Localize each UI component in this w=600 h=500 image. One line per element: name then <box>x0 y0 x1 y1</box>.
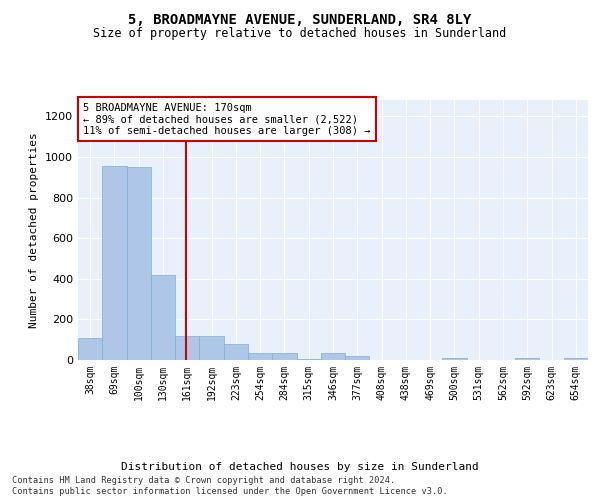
Text: 5 BROADMAYNE AVENUE: 170sqm
← 89% of detached houses are smaller (2,522)
11% of : 5 BROADMAYNE AVENUE: 170sqm ← 89% of det… <box>83 102 371 136</box>
Bar <box>321 353 345 360</box>
Bar <box>175 336 199 360</box>
Text: Contains public sector information licensed under the Open Government Licence v3: Contains public sector information licen… <box>12 488 448 496</box>
Bar <box>102 166 127 360</box>
Bar <box>199 336 224 360</box>
Bar <box>151 274 175 360</box>
Y-axis label: Number of detached properties: Number of detached properties <box>29 132 40 328</box>
Text: Size of property relative to detached houses in Sunderland: Size of property relative to detached ho… <box>94 28 506 40</box>
Bar <box>248 353 272 360</box>
Bar <box>78 338 102 360</box>
Bar <box>515 358 539 360</box>
Text: Contains HM Land Registry data © Crown copyright and database right 2024.: Contains HM Land Registry data © Crown c… <box>12 476 395 485</box>
Bar <box>224 344 248 360</box>
Bar <box>296 359 321 360</box>
Bar <box>127 167 151 360</box>
Bar <box>345 356 370 360</box>
Text: 5, BROADMAYNE AVENUE, SUNDERLAND, SR4 8LY: 5, BROADMAYNE AVENUE, SUNDERLAND, SR4 8L… <box>128 12 472 26</box>
Bar <box>272 353 296 360</box>
Bar <box>564 358 588 360</box>
Bar <box>442 358 467 360</box>
Text: Distribution of detached houses by size in Sunderland: Distribution of detached houses by size … <box>121 462 479 472</box>
